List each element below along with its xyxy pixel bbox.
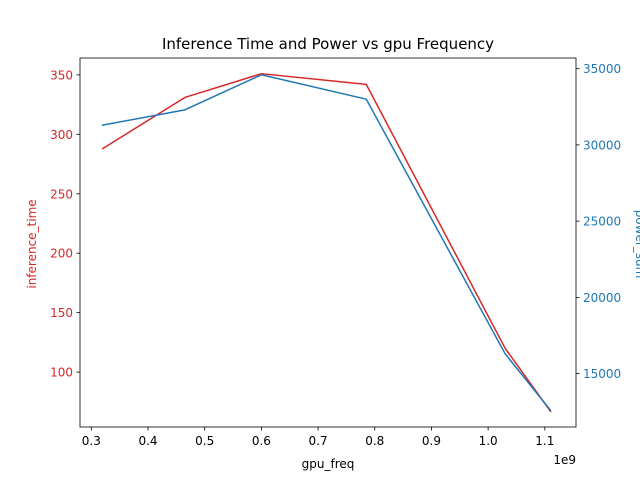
x-tick-label: 0.6: [252, 434, 271, 448]
x-tick-label: 0.5: [195, 434, 214, 448]
x-tick-label: 1.0: [479, 434, 498, 448]
y-axis-left-label: inference_time: [25, 199, 39, 288]
axes-layer: 0.3 0.4 0.5 0.6 0.7 0.8 0.9 1.0 1.1 100 150 200 250 3…: [50, 57, 621, 448]
y-left-tick-label: 100: [50, 366, 73, 380]
series-line-power-sum: [101, 74, 552, 412]
y-left-tick-label: 200: [50, 247, 73, 261]
y-right-tick-label: 25000: [583, 215, 621, 229]
series-layer: [101, 72, 552, 413]
plot-frame: [79, 57, 577, 428]
series-line-inference-time: [101, 72, 552, 413]
x-axis-offset-label: 1e9: [553, 453, 576, 467]
chart-title: Inference Time and Power vs gpu Frequenc…: [162, 35, 494, 53]
x-tick-label: 0.3: [82, 434, 101, 448]
x-tick-label: 0.8: [365, 434, 384, 448]
y-left-tick-label: 350: [50, 68, 73, 82]
x-tick-label: 0.9: [422, 434, 441, 448]
y-right-tick-label: 20000: [583, 291, 621, 305]
x-tick-label: 0.4: [138, 434, 157, 448]
x-axis-label: gpu_freq: [302, 457, 355, 471]
y-right-tick-label: 35000: [583, 62, 621, 76]
y-right-tick-label: 30000: [583, 138, 621, 152]
x-tick-label: 1.1: [535, 434, 554, 448]
x-tick-label: 0.7: [309, 434, 328, 448]
y-left-tick-label: 250: [50, 187, 73, 201]
y-left-tick-label: 150: [50, 306, 73, 320]
y-axis-right-label: power_sum: [633, 210, 640, 279]
y-right-tick-label: 15000: [583, 367, 621, 381]
y-left-tick-label: 300: [50, 128, 73, 142]
